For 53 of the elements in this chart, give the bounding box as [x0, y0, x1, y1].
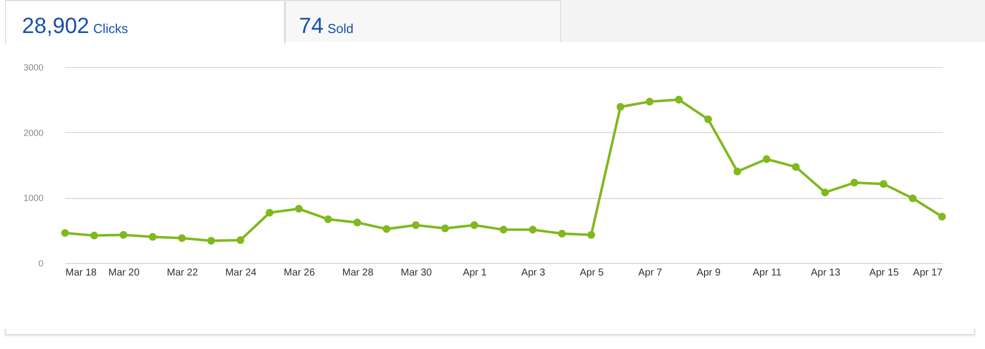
x-tick-label: Apr 1: [462, 268, 488, 278]
y-tick-label: 0: [38, 258, 44, 268]
x-tick-label: Mar 22: [166, 268, 198, 278]
x-tick-label: Mar 24: [225, 268, 257, 278]
point: [528, 226, 537, 234]
x-tick-label: Apr 17: [913, 268, 943, 278]
point: [762, 155, 770, 163]
point: [353, 218, 362, 226]
point: [470, 221, 478, 229]
point: [207, 236, 216, 245]
point: [412, 221, 420, 229]
x-tick-label: Apr 7: [638, 268, 663, 278]
point: [294, 204, 303, 213]
y-tick-label: 2000: [23, 128, 44, 138]
x-tick-label: Mar 20: [108, 268, 140, 278]
point: [382, 225, 390, 233]
point: [733, 168, 742, 176]
x-tick-label: Apr 5: [580, 268, 604, 278]
point: [441, 224, 449, 232]
x-tick-label: Mar 26: [284, 268, 316, 278]
y-tick-label: 3000: [23, 62, 44, 72]
text: 74 Sold: [299, 13, 354, 38]
y-tick-label: 1000: [23, 193, 44, 204]
point: [587, 231, 596, 239]
point: [148, 233, 157, 241]
point: [821, 188, 829, 196]
point: [61, 229, 69, 237]
x-tick-label: Mar 18: [66, 268, 98, 278]
point: [90, 232, 98, 240]
point: [178, 234, 186, 242]
text: 28,902 Clicks: [22, 13, 128, 38]
point: [938, 212, 946, 220]
point: [324, 215, 332, 224]
x-tick-label: Apr 3: [521, 268, 546, 278]
point: [236, 236, 244, 244]
point: [908, 194, 917, 202]
x-tick-label: Apr 15: [869, 268, 900, 278]
x-tick-label: Apr 11: [752, 268, 782, 278]
point: [120, 231, 128, 239]
x-tick-label: Mar 28: [342, 268, 374, 278]
point: [616, 102, 624, 111]
x-tick-label: Mar 30: [400, 268, 432, 278]
point: [558, 230, 566, 238]
point: [792, 163, 800, 171]
point: [266, 208, 274, 217]
point: [850, 178, 858, 187]
x-tick-label: Apr 13: [810, 268, 841, 278]
point: [880, 180, 888, 188]
point: [704, 115, 712, 124]
point: [646, 98, 654, 106]
x-tick-label: Apr 9: [696, 268, 722, 278]
point: [675, 96, 683, 104]
point: [500, 226, 508, 234]
